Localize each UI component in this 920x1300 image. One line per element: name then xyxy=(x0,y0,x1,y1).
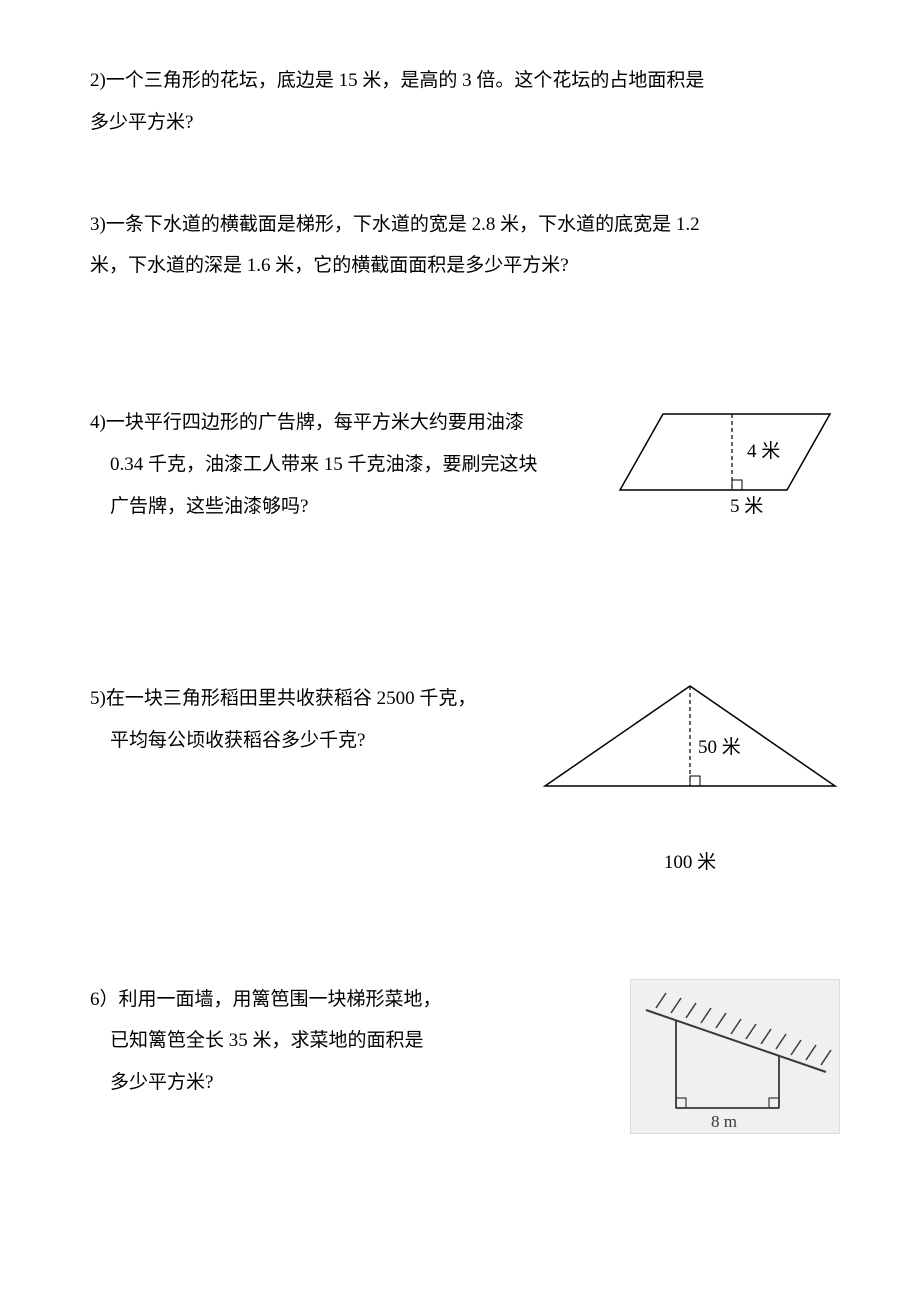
parallelogram-icon: 4 米 5 米 xyxy=(615,402,840,522)
problem-4: 4)一块平行四边形的广告牌，每平方米大约要用油漆 0.34 千克，油漆工人带来 … xyxy=(90,402,840,538)
problem-5-line1: 5)在一块三角形稻田里共收获稻谷 2500 千克， xyxy=(90,678,530,720)
problem-4-line1: 4)一块平行四边形的广告牌，每平方米大约要用油漆 xyxy=(90,402,605,444)
problem-2-line1: 2)一个三角形的花坛，底边是 15 米，是高的 3 倍。这个花坛的占地面积是 xyxy=(90,60,840,102)
problem-6-text: 6）利用一面墙，用篱笆围一块梯形菜地， 已知篱笆全长 35 米，求菜地的面积是 … xyxy=(90,979,630,1104)
trapezoid-base-label: 8 m xyxy=(711,1112,737,1131)
trapezoid-wall-icon: 8 m xyxy=(631,980,841,1135)
problem-2: 2)一个三角形的花坛，底边是 15 米，是高的 3 倍。这个花坛的占地面积是 多… xyxy=(90,60,840,144)
problem-3-line1: 3)一条下水道的横截面是梯形，下水道的宽是 2.8 米，下水道的底宽是 1.2 xyxy=(90,204,840,246)
problem-6: 6）利用一面墙，用篱笆围一块梯形菜地， 已知篱笆全长 35 米，求菜地的面积是 … xyxy=(90,979,840,1134)
triangle-base-label: 100 米 xyxy=(540,842,840,884)
triangle-height-label: 50 米 xyxy=(698,736,741,758)
problem-6-line3: 多少平方米? xyxy=(90,1062,620,1104)
problem-4-figure: 4 米 5 米 xyxy=(615,402,840,538)
problem-4-text: 4)一块平行四边形的广告牌，每平方米大约要用油漆 0.34 千克，油漆工人带来 … xyxy=(90,402,615,527)
problem-4-line3: 广告牌，这些油漆够吗? xyxy=(90,486,605,528)
problem-6-figure: 8 m xyxy=(630,979,840,1134)
problem-2-line2: 多少平方米? xyxy=(90,102,840,144)
problem-3: 3)一条下水道的横截面是梯形，下水道的宽是 2.8 米，下水道的底宽是 1.2 … xyxy=(90,204,840,288)
parallelogram-base-label: 5 米 xyxy=(730,495,763,517)
parallelogram-height-label: 4 米 xyxy=(747,440,780,462)
problem-5: 5)在一块三角形稻田里共收获稻谷 2500 千克， 平均每公顷收获稻谷多少千克?… xyxy=(90,678,840,884)
problem-6-line2: 已知篱笆全长 35 米，求菜地的面积是 xyxy=(90,1020,620,1062)
problem-6-line1: 6）利用一面墙，用篱笆围一块梯形菜地， xyxy=(90,979,620,1021)
problem-5-text: 5)在一块三角形稻田里共收获稻谷 2500 千克， 平均每公顷收获稻谷多少千克? xyxy=(90,678,540,762)
problem-3-line2: 米，下水道的深是 1.6 米，它的横截面面积是多少平方米? xyxy=(90,245,840,287)
problem-5-line2: 平均每公顷收获稻谷多少千克? xyxy=(90,720,530,762)
problem-4-line2: 0.34 千克，油漆工人带来 15 千克油漆，要刷完这块 xyxy=(90,444,605,486)
triangle-icon: 50 米 xyxy=(540,678,840,798)
problem-5-figure: 50 米 100 米 xyxy=(540,678,840,884)
